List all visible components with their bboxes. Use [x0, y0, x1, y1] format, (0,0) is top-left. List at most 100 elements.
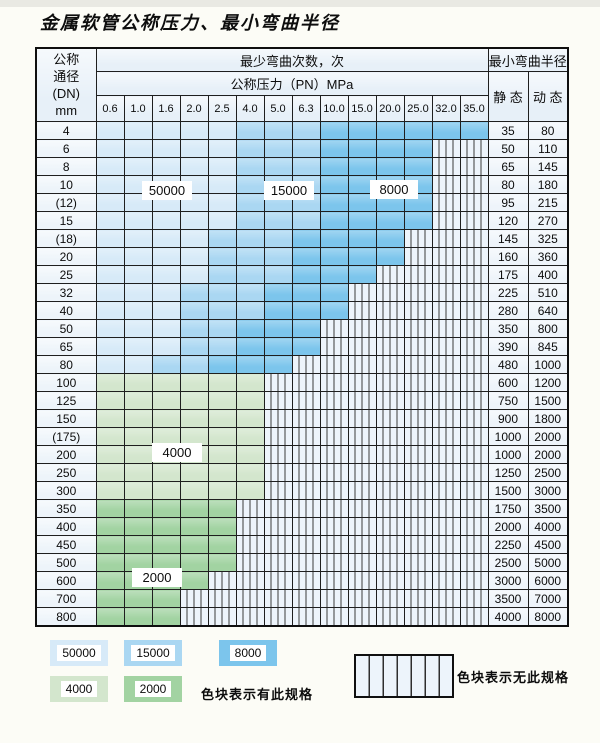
table-row: 700 3500 7000 [35, 589, 569, 608]
no-spec-cell [403, 337, 433, 356]
legend-swatch-4000: 4000 [50, 676, 108, 702]
spec-cell-4000 [235, 481, 265, 500]
dynamic-radius-value: 2500 [527, 463, 569, 482]
no-spec-cell [319, 427, 349, 446]
no-spec-cell [319, 373, 349, 392]
spec-cell-8000 [319, 139, 349, 158]
no-spec-cell [403, 499, 433, 518]
spec-cell-2000 [123, 499, 153, 518]
spec-cell-50000 [95, 157, 125, 176]
header-static: 静 态 [487, 71, 529, 122]
dynamic-radius-value: 215 [527, 193, 569, 212]
no-spec-cell [459, 535, 489, 554]
spec-cell-4000 [207, 409, 237, 428]
spec-cell-8000 [347, 139, 377, 158]
spec-cell-50000 [179, 139, 209, 158]
spec-cell-8000 [263, 355, 293, 374]
no-spec-cell [403, 607, 433, 627]
table-row: 15 120 270 [35, 211, 569, 230]
no-spec-cell [431, 391, 461, 410]
spec-cell-8000 [347, 211, 377, 230]
no-spec-cell [459, 355, 489, 374]
no-spec-cell [291, 427, 321, 446]
no-spec-cell [347, 301, 377, 320]
no-spec-cell [431, 535, 461, 554]
no-spec-cell [431, 337, 461, 356]
dynamic-radius-value: 7000 [527, 589, 569, 608]
dynamic-radius-value: 400 [527, 265, 569, 284]
spec-cell-4000 [95, 373, 125, 392]
no-spec-cell [403, 463, 433, 482]
spec-cell-8000 [347, 265, 377, 284]
no-spec-cell [431, 463, 461, 482]
spec-cell-2000 [95, 571, 125, 590]
spec-cell-4000 [235, 463, 265, 482]
dynamic-radius-value: 1500 [527, 391, 569, 410]
spec-cell-50000 [123, 301, 153, 320]
static-radius-value: 35 [487, 121, 529, 140]
spec-cell-50000 [151, 319, 181, 338]
spec-cell-8000 [375, 211, 405, 230]
spec-cell-8000 [263, 301, 293, 320]
spec-cell-50000 [179, 175, 209, 194]
spec-cell-8000 [291, 337, 321, 356]
no-spec-cell [431, 175, 461, 194]
spec-cell-8000 [403, 211, 433, 230]
dynamic-radius-value: 360 [527, 247, 569, 266]
no-spec-cell [403, 265, 433, 284]
no-spec-cell [347, 355, 377, 374]
static-radius-value: 390 [487, 337, 529, 356]
spec-cell-15000 [179, 337, 209, 356]
spec-cell-2000 [95, 607, 125, 627]
spec-cell-50000 [95, 121, 125, 140]
no-spec-cell [319, 553, 349, 572]
spec-cell-50000 [151, 211, 181, 230]
no-spec-cell [431, 301, 461, 320]
spec-cell-2000 [95, 589, 125, 608]
cycle-count-label: 15000 [264, 181, 314, 200]
spec-cell-2000 [207, 517, 237, 536]
dn-value: 350 [35, 499, 97, 518]
static-radius-value: 120 [487, 211, 529, 230]
pressure-col-header: 25.0 [403, 95, 433, 122]
table-row: 300 1500 3000 [35, 481, 569, 500]
static-radius-value: 160 [487, 247, 529, 266]
no-spec-cell [263, 553, 293, 572]
spec-cell-50000 [123, 247, 153, 266]
no-spec-cell [347, 337, 377, 356]
spec-cell-2000 [95, 553, 125, 572]
spec-cell-8000 [319, 283, 349, 302]
static-radius-value: 1000 [487, 445, 529, 464]
no-spec-cell [347, 553, 377, 572]
no-spec-cell [459, 265, 489, 284]
no-spec-cell [375, 391, 405, 410]
no-spec-cell [263, 391, 293, 410]
spec-cell-15000 [179, 283, 209, 302]
table-row: 6 50 110 [35, 139, 569, 158]
spec-cell-4000 [179, 391, 209, 410]
no-spec-cell [179, 607, 209, 627]
spec-cell-15000 [235, 283, 265, 302]
spec-cell-50000 [123, 337, 153, 356]
dn-value: 8 [35, 157, 97, 176]
legend-has-spec-text: 色块表示有此规格 [201, 687, 314, 702]
spec-cell-8000 [375, 247, 405, 266]
no-spec-cell [459, 301, 489, 320]
no-spec-cell [235, 535, 265, 554]
spec-cell-50000 [207, 175, 237, 194]
spec-cell-15000 [235, 157, 265, 176]
spec-cell-8000 [375, 121, 405, 140]
table-row: 800 4000 8000 [35, 607, 569, 627]
page-title: 金属软管公称压力、最小弯曲半径 [40, 13, 340, 33]
header-dn: 公称 通径 (DN) mm [35, 47, 97, 122]
dn-value: 800 [35, 607, 97, 627]
no-spec-cell [319, 499, 349, 518]
no-spec-cell [431, 319, 461, 338]
no-spec-cell [403, 571, 433, 590]
spec-cell-2000 [151, 607, 181, 627]
static-radius-value: 4000 [487, 607, 529, 627]
no-spec-cell [431, 265, 461, 284]
no-spec-cell [403, 535, 433, 554]
table-row: 450 2250 4500 [35, 535, 569, 554]
spec-cell-4000 [235, 373, 265, 392]
